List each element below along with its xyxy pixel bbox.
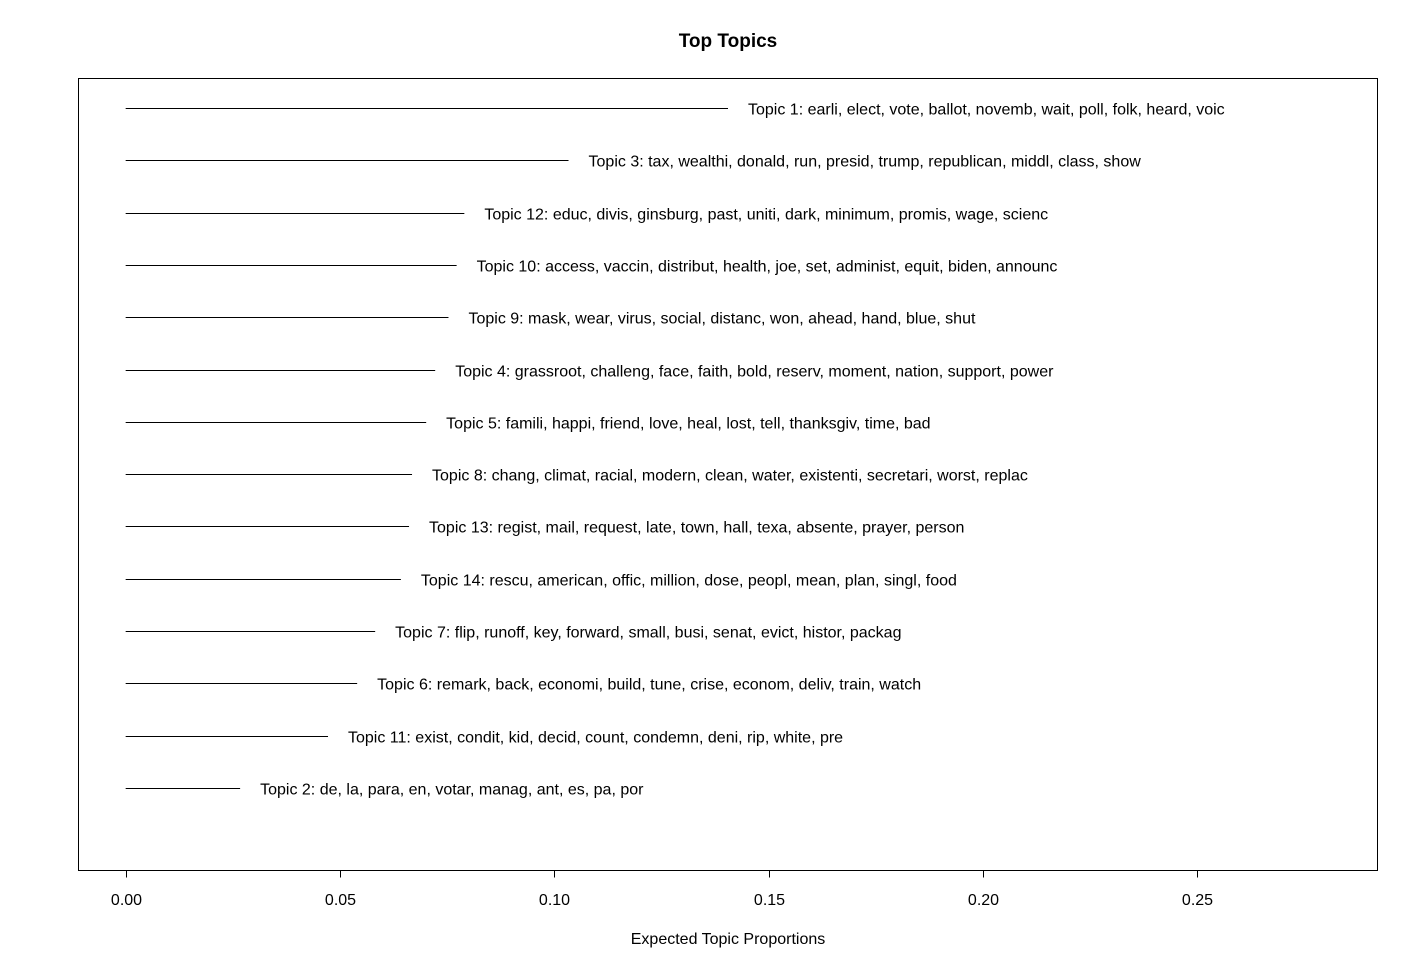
x-axis-label: Expected Topic Proportions — [631, 931, 825, 948]
plot-frame — [78, 78, 1378, 871]
bar-label: Topic 14: rescu, american, offic, millio… — [421, 573, 957, 590]
x-tick-label: 0.10 — [539, 892, 570, 909]
bar-label: Topic 7: flip, runoff, key, forward, sma… — [395, 625, 901, 642]
x-tick-label: 0.05 — [325, 892, 356, 909]
bar-label: Topic 8: chang, climat, racial, modern, … — [432, 468, 1028, 485]
chart-title: Top Topics — [679, 31, 778, 52]
bar-label: Topic 11: exist, condit, kid, decid, cou… — [348, 730, 843, 747]
bar-label: Topic 2: de, la, para, en, votar, manag,… — [260, 782, 644, 799]
bar-label: Topic 10: access, vaccin, distribut, hea… — [477, 259, 1058, 276]
bar-label: Topic 1: earli, elect, vote, ballot, nov… — [748, 102, 1225, 119]
bar-label: Topic 5: famili, happi, friend, love, he… — [446, 416, 930, 433]
x-axis: 0.00 0.05 0.10 0.15 0.20 0.25 — [111, 870, 1213, 909]
bar-label: Topic 13: regist, mail, request, late, t… — [429, 520, 964, 537]
bar-label: Topic 4: grassroot, challeng, face, fait… — [455, 364, 1054, 381]
x-tick-label: 0.25 — [1182, 892, 1213, 909]
bar-label: Topic 9: mask, wear, virus, social, dist… — [468, 311, 975, 328]
x-tick-label: 0.15 — [754, 892, 785, 909]
bar-group: Topic 1: earli, elect, vote, ballot, nov… — [125, 102, 1225, 799]
bar-label: Topic 6: remark, back, economi, build, t… — [377, 677, 921, 694]
x-tick-label: 0.00 — [111, 892, 142, 909]
bar-label: Topic 12: educ, divis, ginsburg, past, u… — [484, 207, 1048, 224]
bar-label: Topic 3: tax, wealthi, donald, run, pres… — [589, 154, 1142, 171]
x-tick-label: 0.20 — [968, 892, 999, 909]
